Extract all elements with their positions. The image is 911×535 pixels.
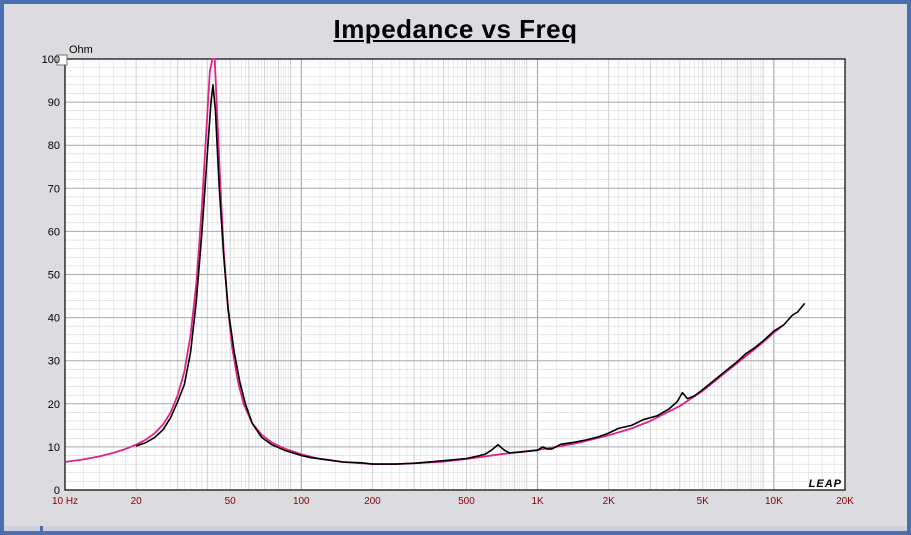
x-tick-label: 2K <box>603 496 616 507</box>
y-tick-label: 10 <box>48 442 60 454</box>
chart-title: Impedance vs Freq <box>333 14 578 44</box>
series-line-1 <box>64 58 785 465</box>
status-strip <box>4 526 907 531</box>
series-line-2 <box>135 84 806 465</box>
x-tick-label: 50 <box>225 496 237 507</box>
x-tick-label: 100 <box>293 496 310 507</box>
x-tick-label: 200 <box>364 496 381 507</box>
strip-marker <box>40 526 43 535</box>
y-tick-label: 40 <box>48 313 60 325</box>
x-tick-label: 10K <box>765 496 783 507</box>
x-tick-label: 5K <box>697 496 710 507</box>
y-axis-label: Ohm <box>69 44 93 56</box>
x-tick-label: 20K <box>836 496 854 507</box>
plot-border <box>64 58 846 491</box>
x-tick-label: 500 <box>458 496 475 507</box>
y-tick-label: 90 <box>48 97 60 109</box>
cursor-handle <box>56 54 68 66</box>
tick-labels: 0 10 20 30 40 50 60 70 80 90 100 10 Hz 20 50 100 200 500… <box>42 54 855 507</box>
y-tick-label: 50 <box>48 270 60 282</box>
x-tick-label: 1K <box>531 496 544 507</box>
x-tick-label: 20 <box>131 496 143 507</box>
y-tick-label: 30 <box>48 356 60 368</box>
y-tick-label: 60 <box>48 226 60 238</box>
series-layer <box>64 58 806 465</box>
y-tick-label: 100 <box>42 54 60 66</box>
y-tick-label: 0 <box>54 485 60 497</box>
grid <box>64 58 846 491</box>
brand-logo: LEAP <box>809 478 842 490</box>
x-tick-label: 10 Hz <box>52 496 78 507</box>
y-tick-label: 80 <box>48 140 60 152</box>
y-tick-label: 70 <box>48 183 60 195</box>
y-tick-label: 20 <box>48 399 60 411</box>
axes <box>56 54 846 491</box>
